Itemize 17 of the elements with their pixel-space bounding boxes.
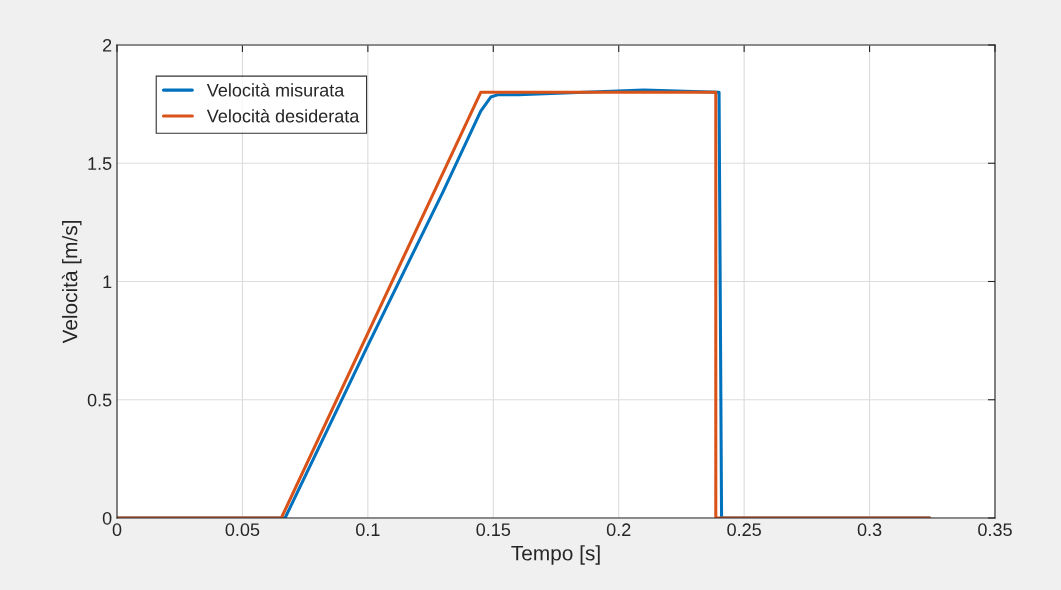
y-tick-label: 2: [103, 38, 112, 52]
x-tick-label: 0.05: [225, 523, 260, 537]
x-tick-label: 0.1: [356, 523, 380, 537]
x-tick-label: 0.15: [476, 523, 511, 537]
x-tick-label: 0.35: [978, 523, 1012, 537]
y-tick-label: 1: [103, 275, 112, 289]
y-tick-label: 0.5: [87, 393, 112, 407]
x-axis-title: Tempo [s]: [511, 545, 600, 565]
x-tick-label: 0.3: [857, 523, 882, 537]
legend-label: Velocità desiderata: [206, 109, 360, 123]
x-tick-label: 0.25: [727, 523, 761, 537]
x-tick-label: 0.2: [606, 523, 631, 537]
x-tick-label: 0: [112, 523, 122, 537]
y-axis-title: Velocità [m/s]: [61, 221, 82, 344]
y-tick-label: 0: [102, 511, 112, 525]
legend-label: Velocità misurata: [206, 83, 345, 97]
y-tick-label: 1.5: [88, 157, 112, 170]
